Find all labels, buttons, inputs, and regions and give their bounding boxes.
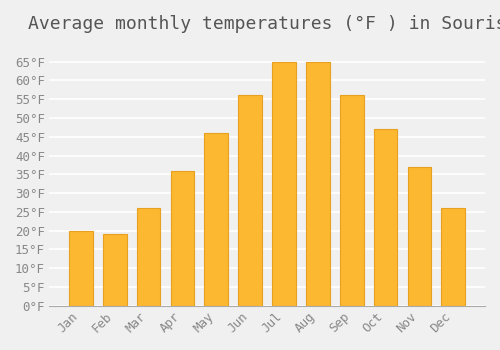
Bar xyxy=(374,129,398,306)
Bar xyxy=(442,208,465,306)
Bar xyxy=(238,96,262,306)
Bar xyxy=(306,62,330,306)
Bar xyxy=(408,167,432,306)
Bar xyxy=(204,133,228,306)
Title: Average monthly temperatures (°F ) in Souris: Average monthly temperatures (°F ) in So… xyxy=(28,15,500,33)
Bar xyxy=(340,96,363,306)
Bar xyxy=(170,170,194,306)
Bar xyxy=(103,234,126,306)
Bar xyxy=(272,62,296,306)
Bar xyxy=(136,208,160,306)
Bar xyxy=(69,231,92,306)
